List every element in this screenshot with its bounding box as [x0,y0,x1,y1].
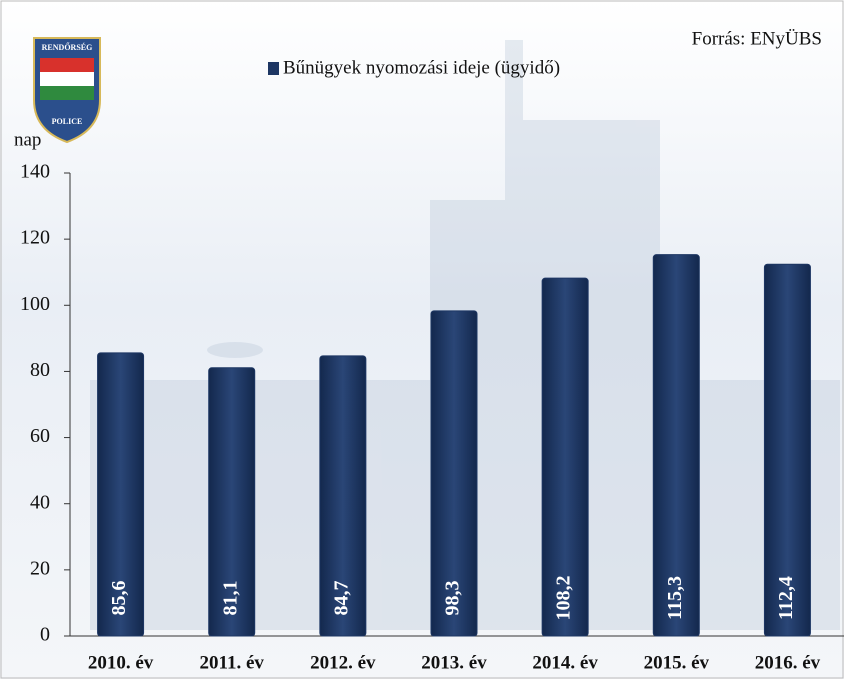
y-tick-label: 100 [20,293,50,315]
value-label: 108,2 [553,576,575,621]
y-tick-label: 0 [40,624,50,646]
x-tick-label: 2010. év [88,652,154,673]
y-axis-label: nap [14,129,41,150]
x-tick-label: 2012. év [310,652,376,673]
logo: RENDŐRSÉG POLICE [34,38,100,142]
x-tick-label: 2014. év [532,652,598,673]
x-tick-label: 2016. év [755,652,821,673]
y-tick-label: 120 [20,227,50,249]
y-tick-label: 60 [30,425,50,447]
chart: RENDŐRSÉG POLICE Forrás: ENyÜBS nap Bűnü… [0,0,844,679]
y-tick-label: 20 [30,557,50,579]
x-tick-label: 2011. év [200,652,265,673]
y-tick-label: 40 [30,491,50,513]
y-tick-label: 140 [20,161,50,183]
logo-bottom: POLICE [52,117,83,126]
x-tick-label: 2013. év [421,652,487,673]
legend-swatch [268,62,279,75]
value-label: 81,1 [219,581,241,616]
y-tick-label: 80 [30,359,50,381]
source: Forrás: ENyÜBS [692,28,822,49]
value-label: 98,3 [442,581,464,616]
value-label: 112,4 [775,576,797,620]
value-label: 85,6 [108,581,130,616]
value-label: 84,7 [330,581,352,616]
value-label: 115,3 [664,576,686,620]
x-tick-label: 2015. év [644,652,710,673]
logo-top: RENDŐRSÉG [42,42,93,52]
legend-label: Bűnügyek nyomozási ideje (ügyidő) [283,57,560,78]
